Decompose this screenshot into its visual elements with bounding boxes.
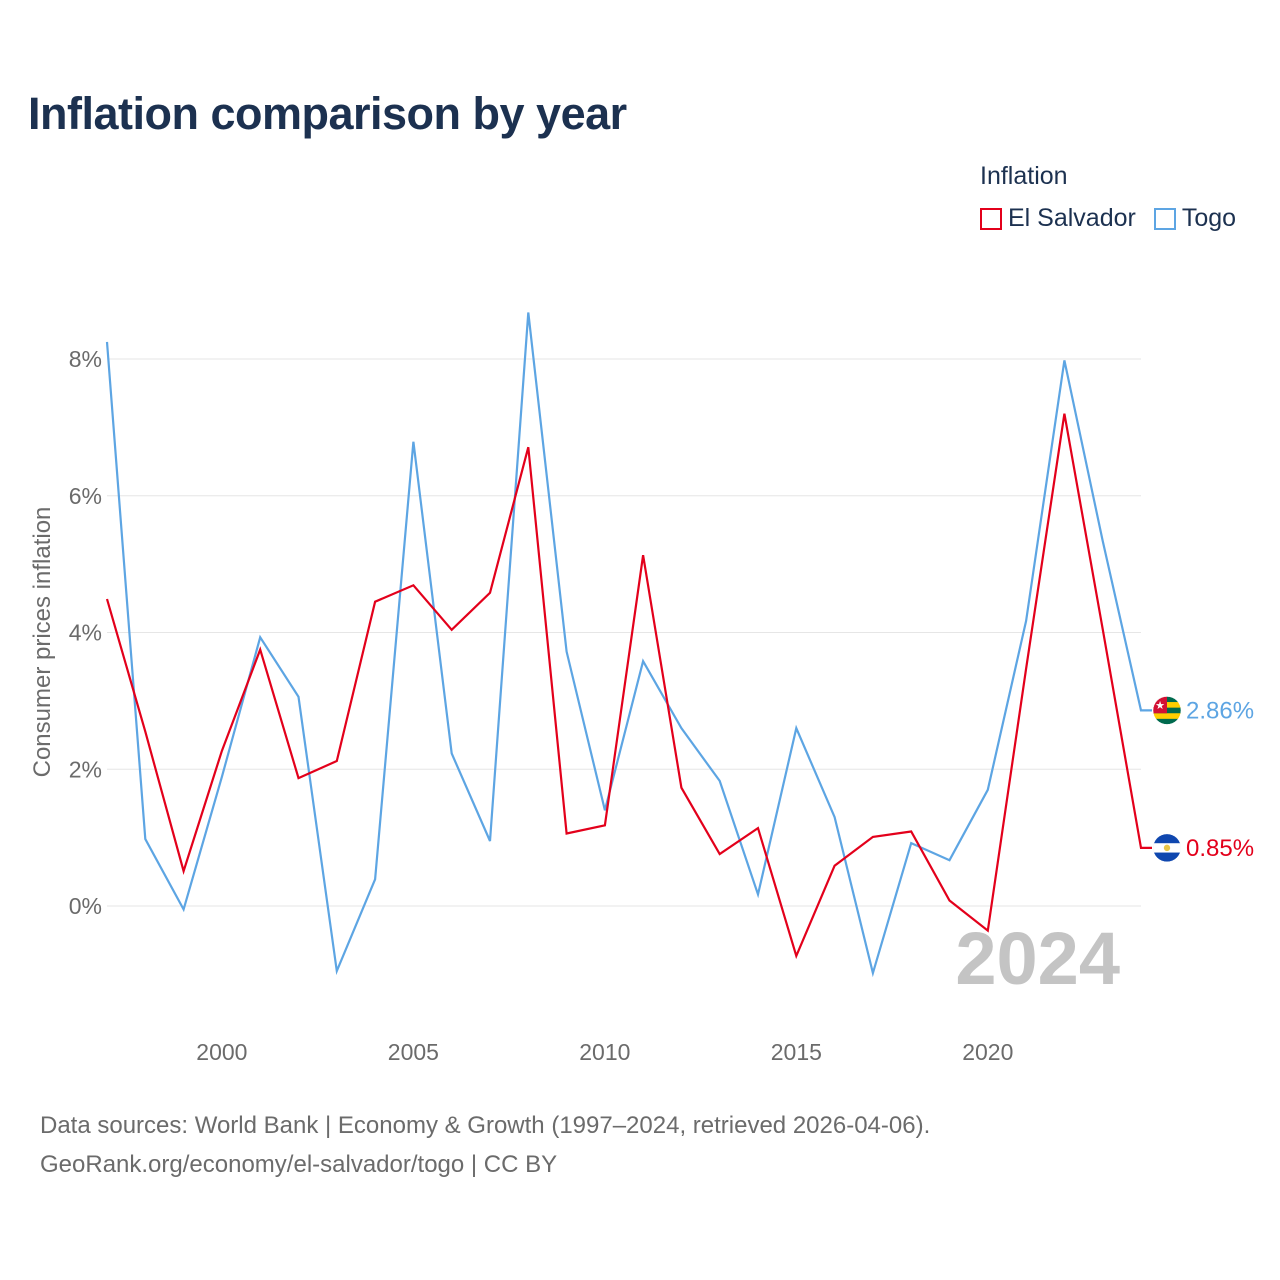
end-value-label: 0.85%: [1186, 835, 1254, 862]
legend-label-togo: Togo: [1181, 204, 1237, 232]
x-tick-label: 2020: [962, 1039, 1013, 1065]
y-tick-label: 2%: [69, 756, 102, 782]
chart-title: Inflation comparison by year: [28, 88, 627, 139]
y-axis-label: Consumer prices inflation: [29, 507, 56, 778]
series-line-togo: [105, 312, 1152, 978]
x-tick-label: 2005: [388, 1039, 439, 1065]
legend-item-el-salvador[interactable]: El Salvador: [980, 204, 1136, 233]
legend: El Salvador Togo: [980, 204, 1236, 233]
x-tick-label: 2010: [579, 1039, 630, 1065]
y-tick-label: 6%: [69, 483, 102, 509]
series-line-el-salvador: [105, 413, 1152, 960]
legend-item-togo[interactable]: Togo: [1153, 204, 1237, 233]
end-value-label: 2.86%: [1186, 697, 1254, 724]
x-tick-label: 2015: [771, 1039, 822, 1065]
el-salvador-flag-icon: [1152, 833, 1182, 863]
y-tick-label: 0%: [69, 893, 102, 919]
svg-text:★: ★: [1155, 699, 1165, 712]
legend-swatch-togo: [1153, 207, 1176, 230]
footer-link[interactable]: GeoRank.org/economy/el-salvador/togo | C…: [40, 1151, 558, 1178]
footer-source: Data sources: World Bank | Economy & Gro…: [40, 1112, 931, 1139]
x-tick-label: 2000: [196, 1039, 247, 1065]
y-tick-label: 4%: [69, 620, 102, 646]
togo-flag-icon: ★: [1152, 696, 1182, 725]
legend-swatch-el-salvador: [980, 207, 1002, 230]
year-watermark: 2024: [955, 917, 1120, 1000]
y-tick-label: 8%: [69, 346, 102, 372]
footer: Data sources: World Bank | Economy & Gro…: [40, 1106, 930, 1184]
legend-label-el-salvador: El Salvador: [1008, 204, 1136, 232]
legend-title: Inflation: [980, 162, 1068, 190]
